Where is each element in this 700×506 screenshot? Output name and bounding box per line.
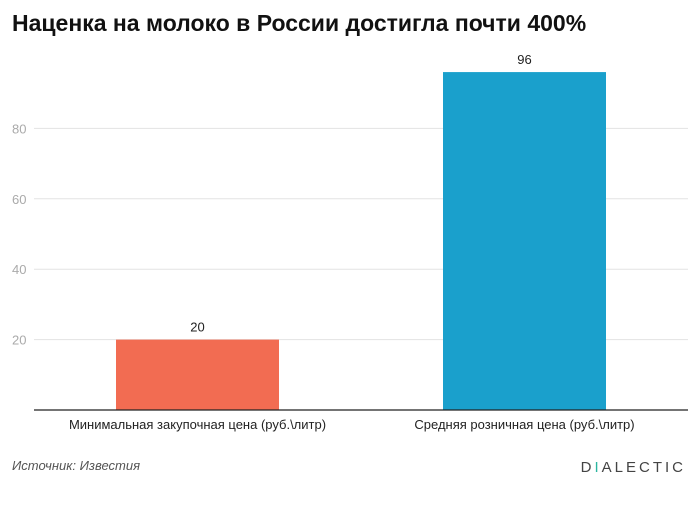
bar: [116, 339, 279, 410]
y-tick-label: 80: [12, 121, 26, 136]
y-tick-label: 20: [12, 333, 26, 348]
y-tick-label: 60: [12, 192, 26, 207]
source-note: Источник: Известия: [12, 458, 141, 473]
logo-rest: ALECTIC: [601, 459, 686, 476]
data-label: 20: [190, 320, 204, 335]
x-tick-label: Минимальная закупочная цена (руб.\литр): [69, 417, 326, 432]
x-tick-label: Средняя розничная цена (руб.\литр): [414, 417, 634, 432]
logo-accent: I: [594, 459, 602, 476]
y-tick-label: 40: [12, 262, 26, 277]
bar: [443, 72, 606, 410]
logo-first: D: [580, 459, 595, 476]
chart-title: Наценка на молоко в России достигла почт…: [12, 10, 587, 36]
data-label: 96: [517, 52, 531, 67]
dialectic-logo: DIALECTIC: [581, 459, 686, 476]
